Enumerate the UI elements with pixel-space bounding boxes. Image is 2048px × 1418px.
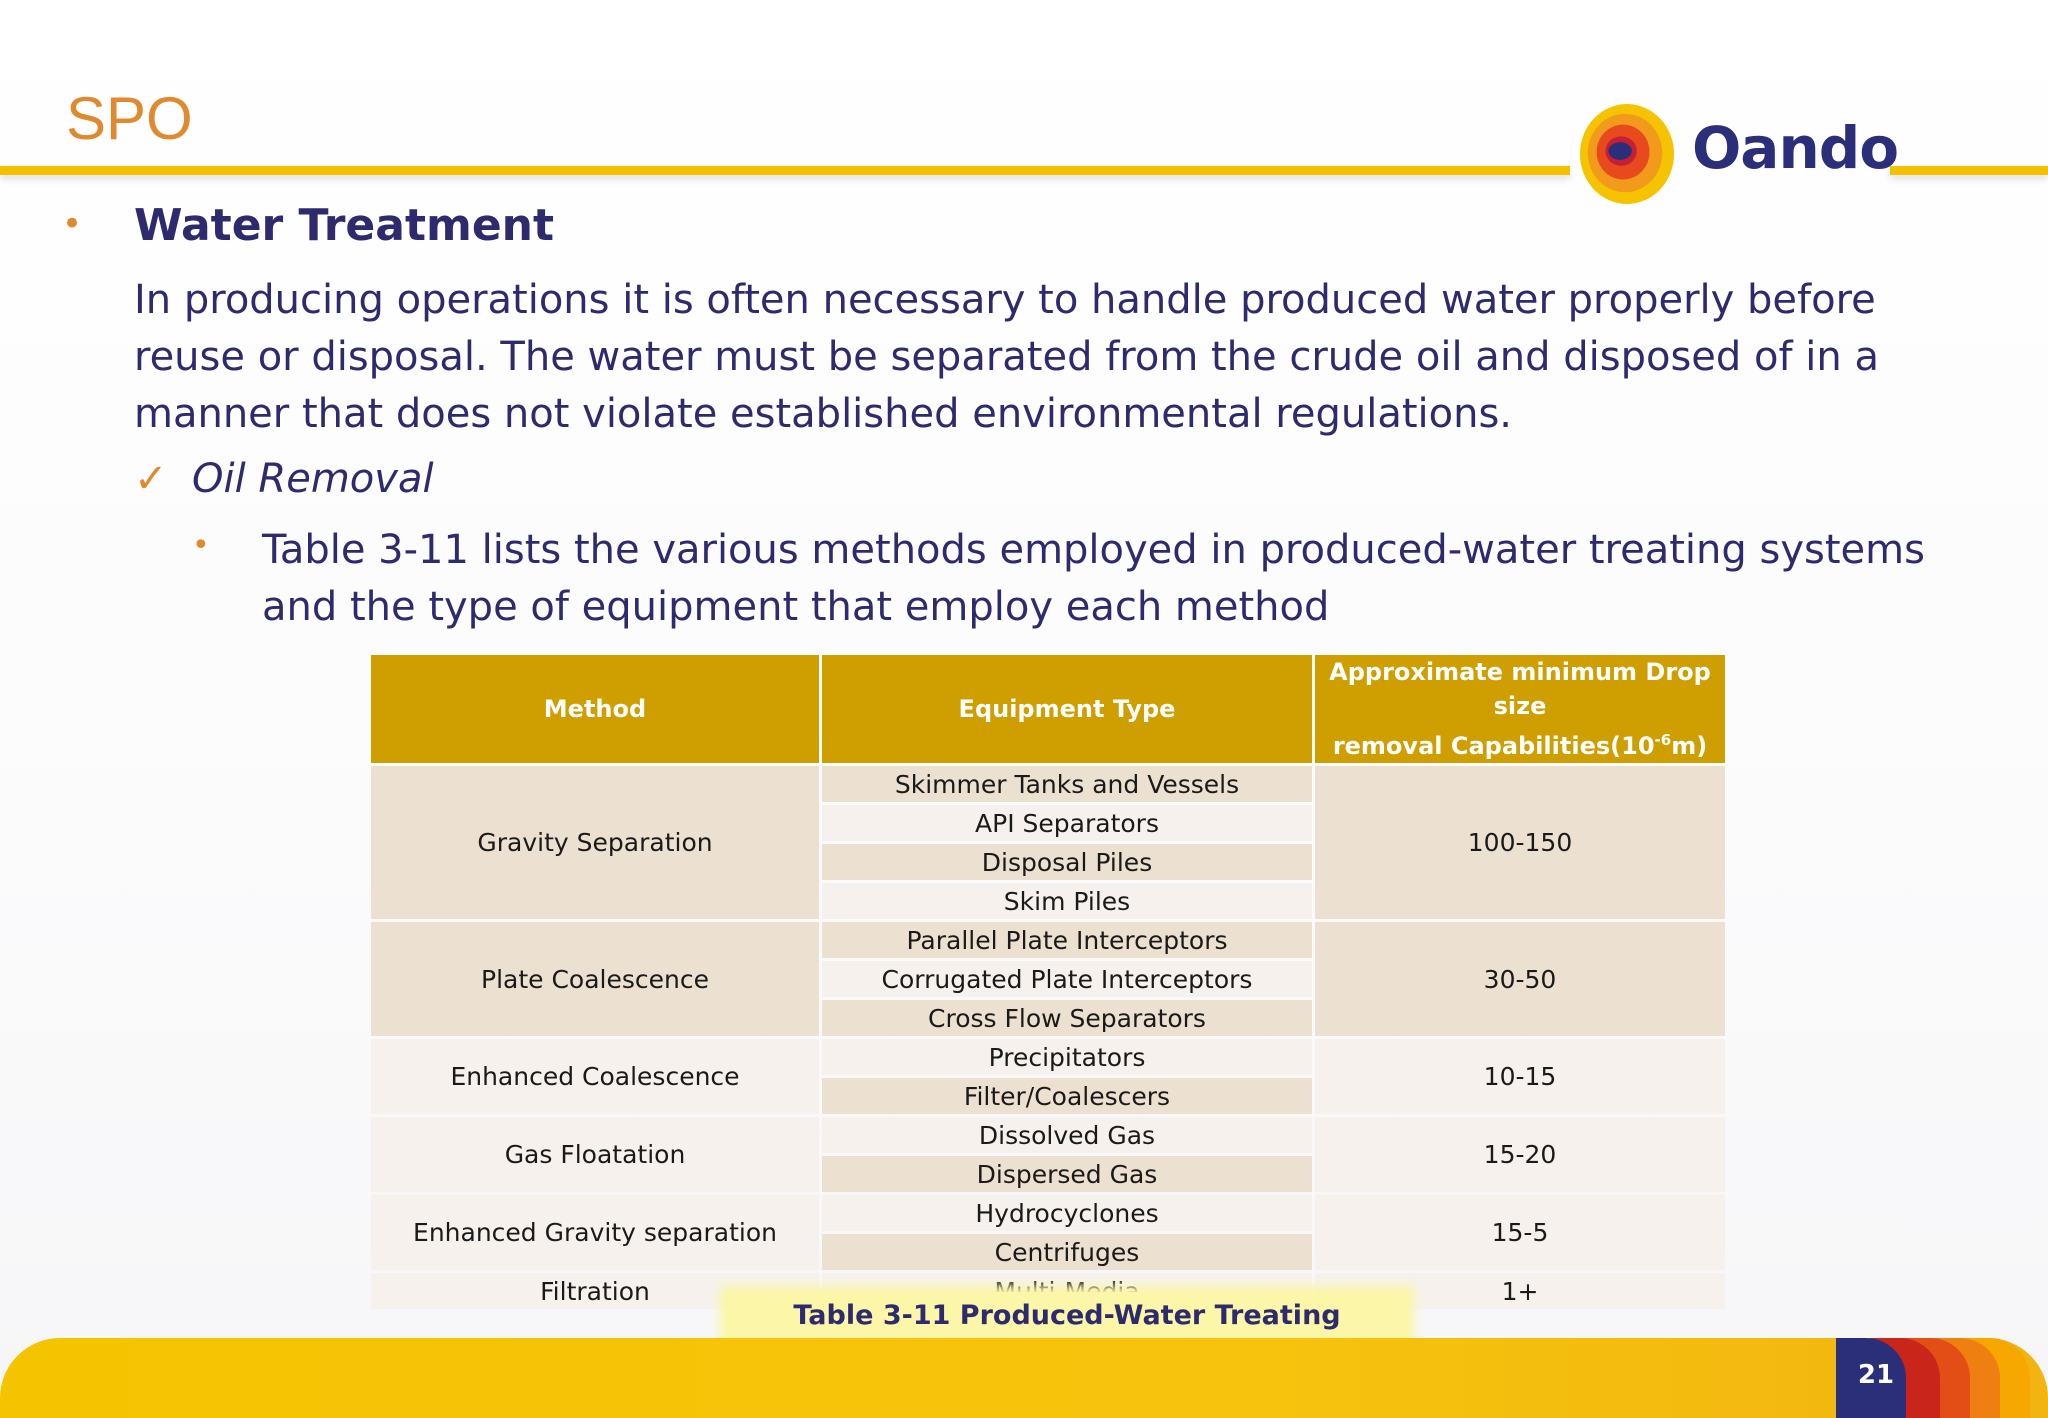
capability-cell: 10-15 [1315,1039,1725,1114]
table-header-row: Method Equipment Type Approximate minimu… [371,655,1725,763]
capability-cell: 15-20 [1315,1117,1725,1192]
table-row: Enhanced Coalescence Precipitators 10-15 [371,1039,1725,1114]
table-description: Table 3-11 lists the various methods emp… [262,527,1925,630]
equipment-cell: Corrugated Plate Interceptors [822,961,1312,997]
header-drop-size-exponent: -6 [1654,731,1672,749]
capability-cell: 15-5 [1315,1195,1725,1270]
table-row: Enhanced Gravity separation Hydrocyclone… [371,1195,1725,1270]
method-cell: Gas Floatation [371,1117,819,1192]
capability-cell: 1+ [1315,1273,1725,1309]
equipment-cell: Disposal Piles [822,844,1312,880]
oando-logo: Oando [1578,100,1899,210]
table-row: Corrugated Plate Interceptors [371,961,1725,997]
header-drop-size-line2: removal Capabilities(10 [1332,732,1655,760]
page-number: 21 [1857,1360,1895,1390]
header-method: Method [371,655,819,763]
intro-paragraph: In producing operations it is often nece… [134,277,1879,437]
heading-water-treatment: Water Treatment [134,200,555,251]
header-rule-right [1890,166,2048,175]
table-row: API Separators [371,805,1725,841]
equipment-cell: Filter/Coalescers [822,1078,1312,1114]
header-drop-size: Approximate minimum Drop size removal Ca… [1315,655,1725,763]
treating-equipment-table: Method Equipment Type Approximate minimu… [368,652,1728,1312]
equipment-cell: Skim Piles [822,883,1312,919]
table-caption: Table 3-11 Produced-Water Treating Equip… [726,1292,1408,1379]
logo-wordmark: Oando [1692,114,1899,182]
subheading-oil-removal: Oil Removal [192,456,434,502]
capability-cell: 30-50 [1315,922,1725,1036]
capability-cell: 100-150 [1315,766,1725,919]
table-row: Skim Piles [371,883,1725,919]
header-equipment-type: Equipment Type [822,655,1312,763]
equipment-cell: Cross Flow Separators [822,1000,1312,1036]
table-row: Plate Coalescence Parallel Plate Interce… [371,922,1725,1036]
table-row: Gravity Separation Skimmer Tanks and Ves… [371,766,1725,919]
equipment-cell: API Separators [822,805,1312,841]
table-row: Filter/Coalescers [371,1078,1725,1114]
section-title: SPO [66,85,193,152]
equipment-cell: Skimmer Tanks and Vessels [822,766,1312,802]
oando-logo-icon [1579,104,1675,204]
equipment-cell: Parallel Plate Interceptors [822,922,1312,958]
equipment-cell: Precipitators [822,1039,1312,1075]
method-cell: Gravity Separation [371,766,819,919]
table-row: Dispersed Gas [371,1156,1725,1192]
method-cell: Enhanced Coalescence [371,1039,819,1114]
page-number-badge [1836,1338,1906,1418]
equipment-cell: Centrifuges [822,1234,1312,1270]
equipment-cell: Dissolved Gas [822,1117,1312,1153]
table-row: Disposal Piles [371,844,1725,880]
table-row: Gas Floatation Dissolved Gas 15-20 [371,1117,1725,1192]
bullet-icon: • [62,204,83,244]
table-row: Centrifuges [371,1234,1725,1270]
method-cell: Enhanced Gravity separation [371,1195,819,1270]
header-drop-size-line1: Approximate minimum Drop size [1329,658,1711,720]
sub-bullet-icon: • [192,528,210,563]
table-row: Cross Flow Separators [371,1000,1725,1036]
checkmark-icon: ✓ [134,456,168,502]
equipment-cell: Hydrocyclones [822,1195,1312,1231]
header-drop-size-unit: m) [1671,732,1708,760]
equipment-cell: Dispersed Gas [822,1156,1312,1192]
header-rule [0,166,1570,175]
footer-band: 21 [0,1338,2048,1418]
footer-yellow-band [0,1338,2048,1418]
method-cell: Plate Coalescence [371,922,819,1036]
